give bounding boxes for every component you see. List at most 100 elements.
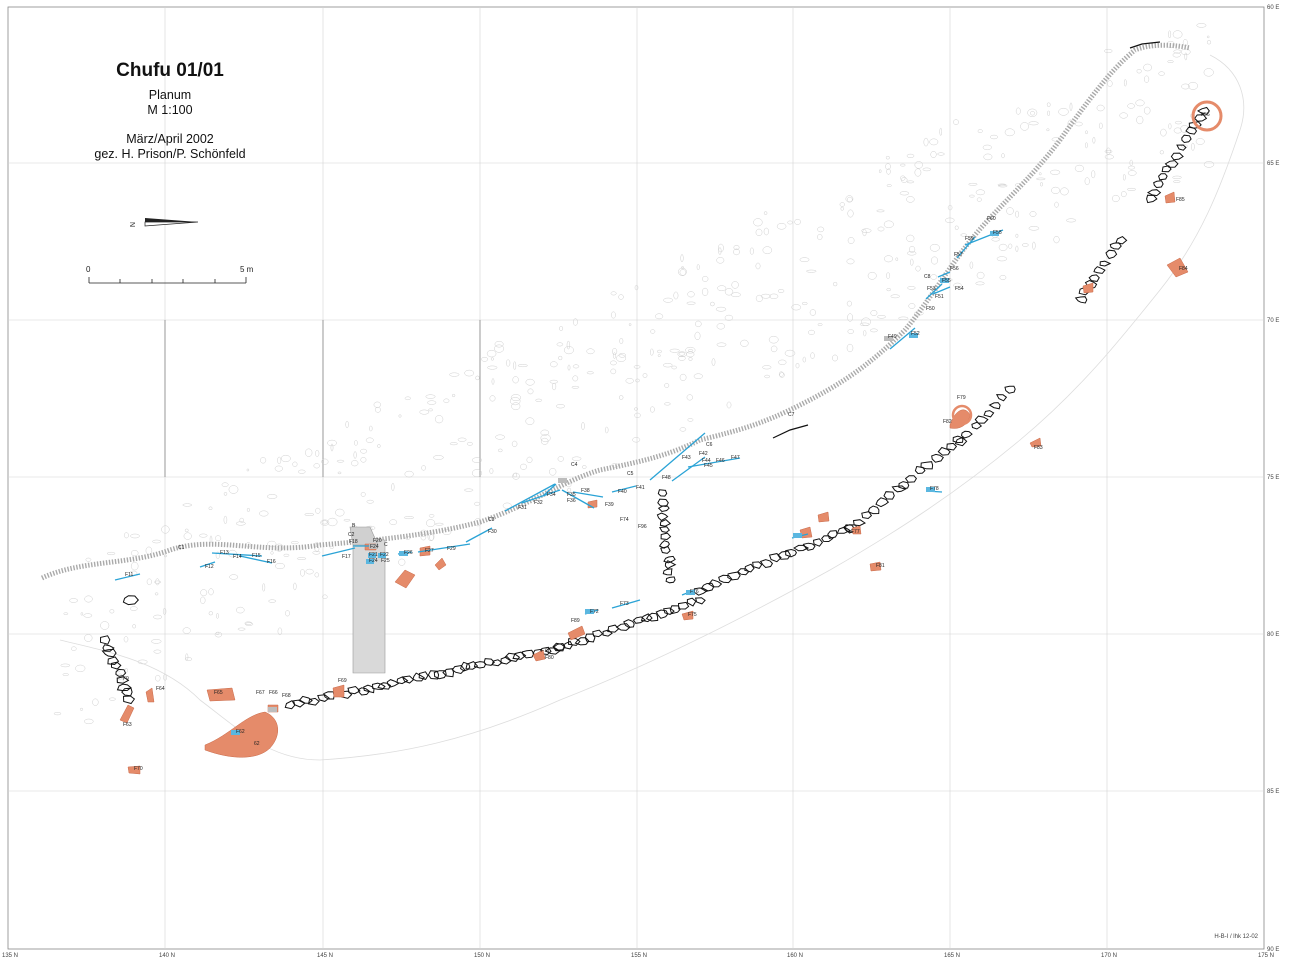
plan-frame bbox=[7, 6, 1265, 950]
debris-mark bbox=[510, 394, 521, 402]
debris-mark bbox=[702, 275, 709, 282]
debris-mark bbox=[184, 528, 189, 533]
feature-label: F65 bbox=[214, 690, 223, 696]
wall-stone bbox=[660, 546, 671, 554]
feature-label: F80 bbox=[545, 655, 554, 661]
debris-mark bbox=[434, 415, 444, 424]
debris-mark bbox=[208, 506, 213, 511]
feature-label: F43 bbox=[682, 455, 691, 461]
feature-label: F36 bbox=[567, 498, 576, 504]
debris-mark bbox=[715, 306, 727, 312]
wall-stone bbox=[347, 685, 361, 695]
debris-mark bbox=[895, 257, 899, 261]
debris-mark bbox=[846, 343, 854, 353]
wall-stone bbox=[974, 415, 989, 424]
debris-mark bbox=[567, 487, 572, 493]
debris-mark bbox=[632, 437, 641, 443]
debris-mark bbox=[909, 245, 916, 254]
debris-mark bbox=[716, 257, 725, 264]
title-block: Chufu 01/01 Planum M 1:100 März/April 20… bbox=[60, 60, 280, 162]
debris-mark bbox=[1074, 121, 1083, 127]
debris-mark bbox=[354, 440, 358, 446]
grid-label-right: 70 E bbox=[1267, 318, 1279, 324]
debris-mark bbox=[1015, 210, 1020, 218]
wall-stone bbox=[567, 637, 581, 646]
feature-label: F17 bbox=[342, 554, 351, 560]
wall-stone bbox=[396, 676, 409, 685]
wall-stone bbox=[777, 550, 791, 560]
debris-mark bbox=[315, 449, 320, 457]
debris-mark bbox=[182, 503, 193, 507]
debris-mark bbox=[1158, 71, 1165, 76]
debris-mark bbox=[1129, 159, 1133, 166]
debris-mark bbox=[633, 365, 641, 369]
debris-mark bbox=[990, 134, 998, 140]
debris-mark bbox=[429, 534, 434, 541]
debris-mark bbox=[908, 303, 916, 309]
debris-mark bbox=[1104, 149, 1113, 154]
debris-mark bbox=[360, 457, 367, 463]
debris-mark bbox=[582, 465, 587, 469]
debris-mark bbox=[298, 469, 306, 474]
feature-label: F48 bbox=[662, 475, 671, 481]
debris-mark bbox=[84, 634, 93, 642]
wall-stone bbox=[656, 512, 669, 522]
debris-mark bbox=[695, 320, 702, 328]
debris-mark bbox=[398, 414, 402, 418]
debris-mark bbox=[235, 521, 246, 526]
debris-mark bbox=[1074, 164, 1084, 172]
plan-date: März/April 2002 bbox=[126, 132, 214, 146]
wall-stone bbox=[995, 394, 1008, 402]
feature-label: F89 bbox=[571, 618, 580, 624]
debris-mark bbox=[1143, 63, 1152, 72]
debris-mark bbox=[914, 168, 922, 177]
debris-mark bbox=[229, 574, 239, 580]
grid-label-bottom: 160 N bbox=[787, 953, 803, 959]
debris-mark bbox=[1015, 245, 1019, 252]
feature-label: F41 bbox=[636, 485, 645, 491]
feature-label: F70 bbox=[134, 766, 143, 772]
wall-stone bbox=[592, 629, 604, 638]
feature-label: F84 bbox=[1179, 266, 1188, 272]
debris-mark bbox=[931, 256, 938, 265]
feature-label: F68 bbox=[282, 693, 291, 699]
debris-mark bbox=[717, 285, 727, 292]
debris-mark bbox=[1191, 142, 1195, 151]
debris-mark bbox=[276, 545, 283, 552]
debris-mark bbox=[404, 470, 414, 478]
feature-label: C bbox=[384, 542, 388, 548]
debris-mark bbox=[556, 404, 565, 409]
debris-mark bbox=[694, 331, 701, 341]
debris-mark bbox=[292, 461, 298, 467]
debris-mark bbox=[954, 225, 959, 230]
feature-f25-fill bbox=[434, 557, 447, 571]
feature-label: F27 bbox=[425, 548, 434, 554]
debris-mark bbox=[152, 539, 161, 544]
debris-mark bbox=[244, 621, 253, 625]
debris-mark bbox=[655, 313, 664, 320]
debris-mark bbox=[685, 346, 696, 354]
debris-mark bbox=[787, 220, 793, 225]
wall-stone bbox=[768, 553, 782, 563]
debris-mark bbox=[1168, 123, 1172, 130]
debris-mark bbox=[795, 362, 800, 369]
wall-stone bbox=[615, 623, 631, 631]
feature-label: F57 bbox=[954, 252, 963, 258]
debris-mark bbox=[886, 288, 891, 292]
debris-mark bbox=[726, 401, 732, 409]
feature-f79-ring bbox=[951, 404, 973, 426]
debris-mark bbox=[845, 195, 854, 203]
debris-mark bbox=[999, 274, 1007, 281]
gray-label-boxes bbox=[268, 336, 893, 712]
debris-mark bbox=[274, 465, 283, 472]
plan-title: Chufu 01/01 bbox=[116, 60, 224, 81]
debris-mark bbox=[63, 612, 69, 615]
wall-stone bbox=[659, 519, 672, 527]
debris-mark bbox=[1127, 165, 1136, 170]
wall-stone bbox=[657, 505, 670, 513]
debris-mark bbox=[563, 346, 574, 355]
wall-stone bbox=[983, 410, 995, 418]
feature-label: F81 bbox=[876, 563, 885, 569]
debris-mark bbox=[1046, 102, 1051, 107]
debris-mark bbox=[680, 254, 684, 263]
